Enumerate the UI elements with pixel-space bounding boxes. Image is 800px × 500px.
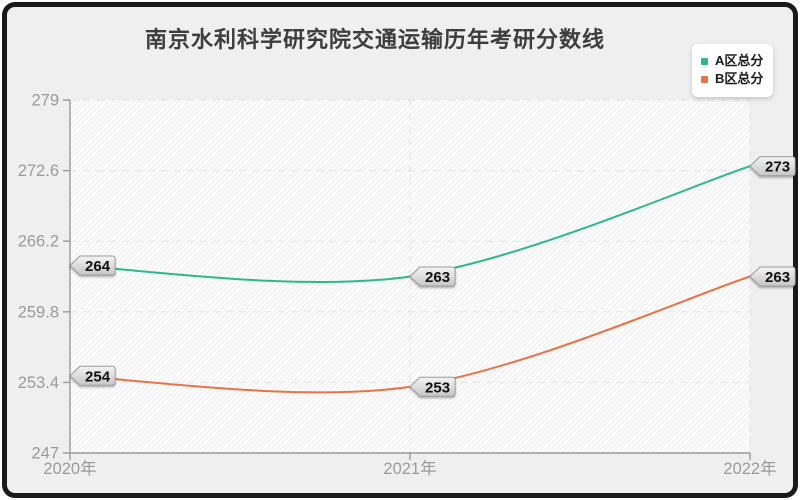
data-label: 263 <box>765 269 790 286</box>
chart-title: 南京水利科学研究院交通运输历年考研分数线 <box>144 27 605 52</box>
legend: A区总分 B区总分 <box>692 44 774 97</box>
data-label-tag <box>409 266 456 287</box>
legend-item-label: A区总分 <box>715 53 764 68</box>
legend-item-label: B区总分 <box>715 70 764 86</box>
data-label: 273 <box>765 159 790 176</box>
data-label: 254 <box>85 368 111 385</box>
y-tick-label: 247 <box>31 445 59 463</box>
legend-item-b-total[interactable]: B区总分 <box>701 70 764 87</box>
data-label: 263 <box>425 269 450 286</box>
y-tick-label: 253.4 <box>18 374 59 392</box>
y-tick-label: 266.2 <box>18 233 59 251</box>
y-tick-label: 279 <box>31 92 59 110</box>
x-tick-label: 2021年 <box>383 459 436 478</box>
data-label-tag <box>69 255 116 276</box>
data-label-tag <box>409 376 456 397</box>
legend-marker-icon <box>701 57 708 65</box>
legend-item-a-total[interactable]: A区总分 <box>701 53 764 69</box>
data-label-tag <box>69 365 116 386</box>
data-label: 253 <box>425 379 450 396</box>
data-label: 264 <box>85 258 111 275</box>
x-tick-label: 2022年 <box>723 459 776 478</box>
x-tick-label: 2020年 <box>43 459 96 478</box>
data-label-tag <box>749 266 796 287</box>
data-label-tag <box>749 156 796 177</box>
y-tick-label: 272.6 <box>18 162 59 180</box>
legend-marker-icon <box>701 75 708 83</box>
y-tick-label: 259.8 <box>18 303 59 321</box>
